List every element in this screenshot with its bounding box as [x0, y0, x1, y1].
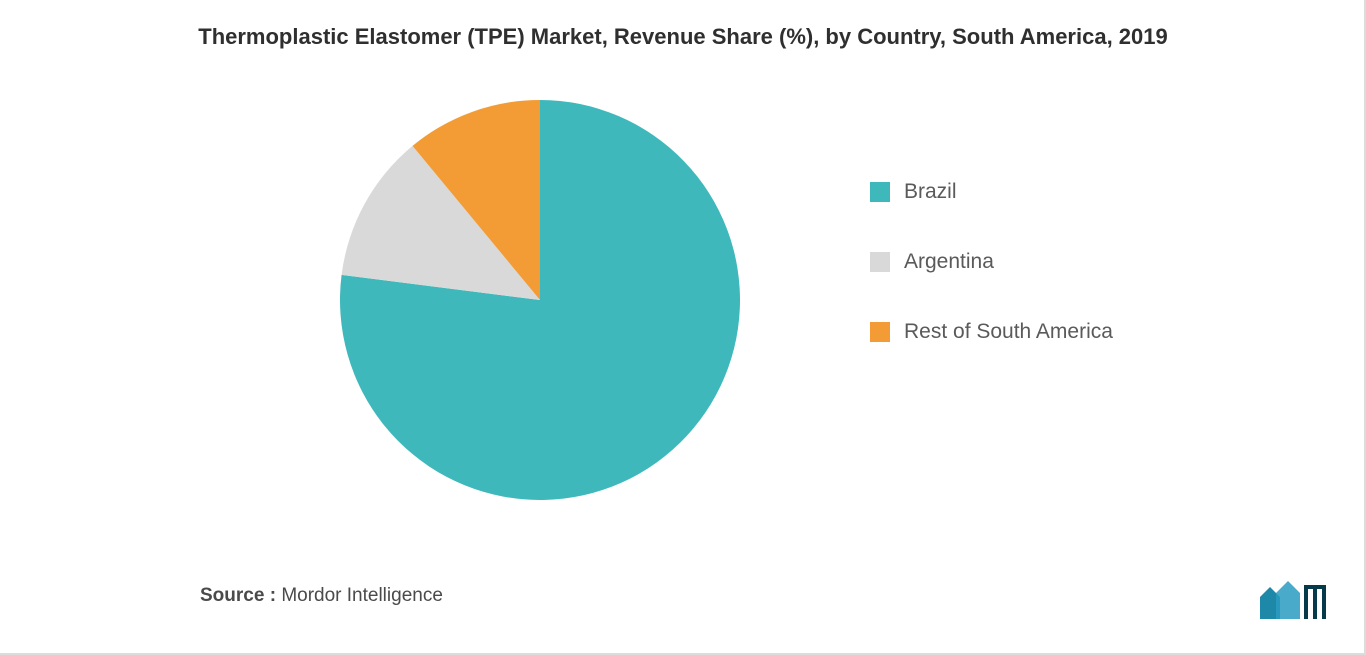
chart-area: Brazil Argentina Rest of South America — [0, 90, 1366, 520]
chart-title: Thermoplastic Elastomer (TPE) Market, Re… — [0, 0, 1366, 50]
source-line: Source : Mordor Intelligence — [200, 585, 443, 607]
source-value: Mordor Intelligence — [281, 585, 443, 606]
legend-swatch — [870, 322, 890, 342]
source-label: Source : — [200, 585, 276, 606]
legend-label: Rest of South America — [904, 320, 1113, 344]
pie-chart — [340, 100, 740, 500]
legend-item: Argentina — [870, 250, 1113, 274]
legend-item: Brazil — [870, 180, 1113, 204]
legend-label: Argentina — [904, 250, 994, 274]
legend: Brazil Argentina Rest of South America — [870, 180, 1113, 344]
legend-swatch — [870, 182, 890, 202]
brand-logo — [1258, 579, 1328, 625]
legend-label: Brazil — [904, 180, 957, 204]
legend-swatch — [870, 252, 890, 272]
legend-item: Rest of South America — [870, 320, 1113, 344]
